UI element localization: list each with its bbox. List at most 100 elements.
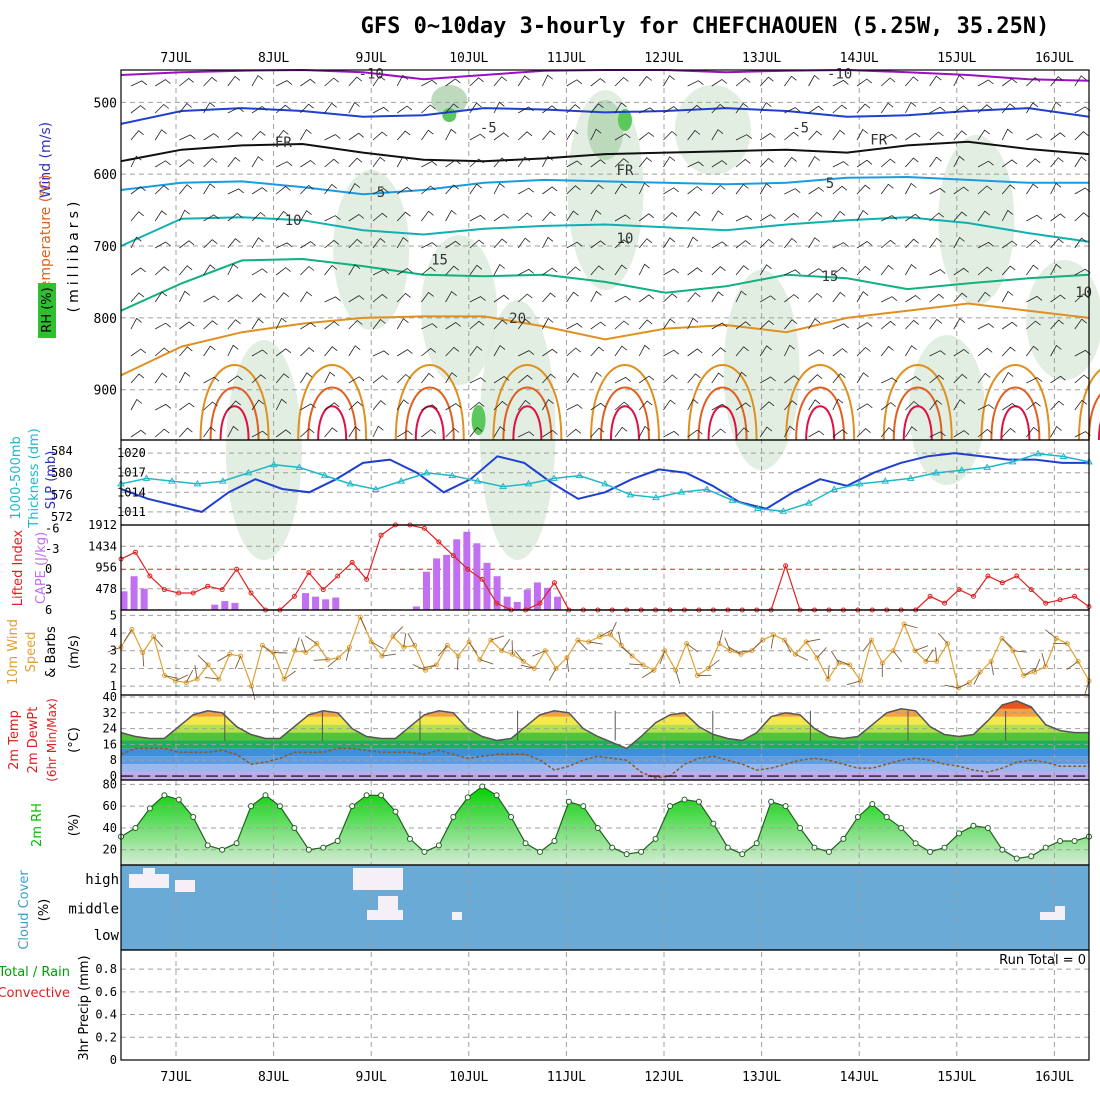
wind-barb (396, 399, 409, 411)
lifted-index-tick: -3 (45, 542, 59, 556)
cape-bar (493, 576, 501, 610)
wind-barb (881, 215, 898, 222)
wind-barb (517, 318, 531, 330)
wind-barb (711, 103, 726, 114)
low-level-isotherm (317, 405, 348, 441)
wind-barb (759, 133, 776, 141)
wind-barb (542, 105, 558, 114)
wind-barb (638, 425, 651, 438)
wind-barb (493, 132, 509, 141)
wind-barb (179, 102, 193, 114)
wind-barb (663, 374, 678, 384)
wind-barb (953, 373, 968, 384)
cape-bar (423, 571, 430, 610)
wind-barb (154, 160, 171, 168)
thickness-tick: 572 (51, 510, 73, 524)
wind10-barb (273, 652, 288, 654)
wind-barb (1026, 77, 1041, 87)
wind-barb (445, 372, 458, 384)
wind-barb (493, 101, 505, 114)
wind-barb (275, 267, 291, 276)
wind-barb (1050, 76, 1064, 87)
wind-barb (784, 344, 795, 357)
wind-barb (130, 130, 144, 141)
wind-barb (1050, 319, 1064, 330)
wind-barb (542, 74, 553, 87)
wind-barb (638, 344, 651, 357)
rh2m-point (724, 844, 731, 851)
thickness-point (881, 477, 890, 484)
wind-barb (1026, 133, 1043, 141)
wind-barb (784, 375, 800, 384)
wind-barb (324, 183, 338, 195)
wind-barb (445, 159, 461, 168)
thickness-label-top: 1000-500mb (9, 436, 24, 520)
wind-barb (808, 399, 821, 411)
wind-barb (203, 376, 220, 384)
rh2m-point (392, 808, 399, 815)
cape-bar (140, 588, 148, 610)
wind-barb (687, 236, 699, 249)
wind10-barb (194, 665, 198, 680)
wind10-point (531, 665, 537, 671)
wind10-point (847, 662, 853, 668)
wind10-point (727, 648, 733, 654)
wind-barb (203, 320, 218, 330)
date-label-bottom: 10JUL (449, 1070, 488, 1085)
rh2m-point (941, 844, 948, 851)
wind-barb (324, 77, 339, 87)
date-label-top: 9JUL (356, 51, 387, 66)
wind10-barb (392, 626, 404, 637)
wind10-barb (1045, 629, 1057, 639)
wind-barb (154, 347, 170, 357)
wind10-point (662, 648, 668, 654)
wind-barb (614, 158, 629, 168)
lifted-index-point (147, 573, 153, 579)
wind-barb (1050, 344, 1062, 357)
temp-band (121, 756, 1089, 765)
wind-barb (953, 155, 965, 168)
wind-barb (566, 241, 583, 249)
wind10-barb (956, 682, 970, 690)
wind10-point (684, 641, 690, 647)
wind-barb (251, 156, 264, 168)
wind-barb (590, 265, 604, 276)
wind-barb (880, 77, 896, 87)
wind-barb (590, 103, 604, 114)
rh2m-point (406, 835, 413, 842)
wind-barb (469, 401, 485, 411)
wind10-barb (520, 664, 535, 669)
wind-barb (905, 376, 921, 384)
low-level-isotherm (502, 386, 553, 441)
date-label-bottom: 13JUL (742, 1070, 781, 1085)
wind-barb (759, 183, 772, 195)
wind-barb (638, 263, 650, 276)
wind-barb (711, 184, 726, 195)
wind-barb (638, 182, 650, 195)
wind-barb (663, 212, 678, 222)
wind10-barb (456, 656, 459, 671)
wind-barb (469, 183, 482, 195)
wind10-barb (925, 649, 934, 662)
wind-barb (1001, 290, 1014, 303)
wind10-barb (204, 676, 219, 680)
wind-barb (396, 292, 411, 303)
wind-barb (929, 374, 945, 384)
wind-barb (929, 293, 945, 303)
wind-barb (953, 105, 969, 114)
wind10-barb (784, 639, 792, 653)
precip-tick: 0.6 (95, 985, 117, 999)
wind-barb (179, 240, 195, 249)
wind-barb (808, 318, 821, 330)
wind-barb (348, 401, 363, 411)
wind-barb (614, 401, 630, 411)
temp-band (121, 764, 1089, 773)
wind-barb (155, 322, 171, 330)
wind-barb (953, 267, 969, 276)
wind-barb (759, 214, 776, 222)
rh2m-point (378, 792, 385, 799)
wind-barb (203, 76, 218, 87)
wind-barb (905, 101, 917, 114)
wind-barb (735, 102, 749, 114)
lifted-index-point (421, 525, 427, 531)
